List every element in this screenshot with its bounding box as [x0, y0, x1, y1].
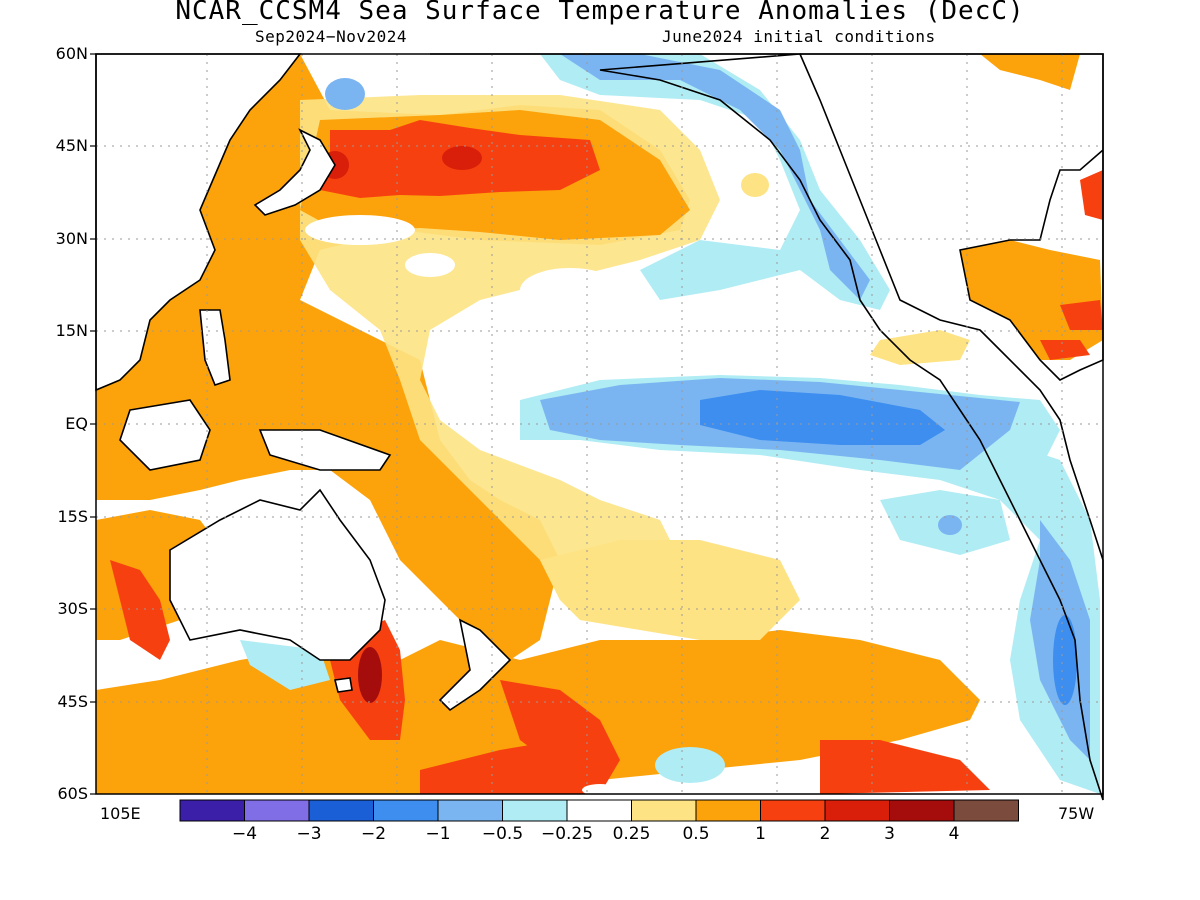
new-guinea — [258, 429, 392, 471]
colorbar-tick-label: 0.5 — [682, 824, 710, 844]
colorbar-swatch — [244, 799, 310, 822]
colorbar-swatch — [760, 799, 826, 822]
lat-label-60s: 60S — [57, 784, 88, 803]
colorbar-swatch — [437, 799, 503, 822]
colorbar-tick-label: −0.5 — [481, 824, 524, 844]
lat-label-15s: 15S — [57, 507, 88, 526]
australia — [169, 488, 386, 661]
colorbar-tick-label: 0.25 — [612, 824, 651, 844]
australia-west-strong — [110, 560, 170, 660]
lat-label-30s: 30S — [57, 599, 88, 618]
cold-tongue-core — [700, 390, 945, 445]
graticule — [96, 54, 1103, 794]
gulf-of-mexico-warm — [960, 240, 1103, 360]
colorbar — [179, 799, 1019, 822]
lat-label-45s: 45S — [57, 692, 88, 711]
lat-label-eq: EQ — [65, 414, 88, 433]
colorbar-swatch — [308, 799, 374, 822]
lon-label-left: 105E — [100, 804, 141, 823]
colorbar-swatch — [824, 799, 890, 822]
colorbar-swatch — [631, 799, 697, 822]
lon-label-right: 75W — [1058, 804, 1095, 823]
colorbar-swatch — [695, 799, 761, 822]
borneo-indonesia — [119, 399, 211, 471]
colorbar-swatch — [889, 799, 955, 822]
colorbar-tick-label: 4 — [948, 824, 960, 844]
colorbar-swatch — [179, 799, 245, 822]
japan — [253, 128, 336, 216]
asia-landmass — [95, 53, 302, 392]
colorbar-tick-label: −4 — [231, 824, 258, 844]
initial-conditions: June2024 initial conditions — [662, 27, 936, 46]
lat-label-60n: 60N — [55, 44, 88, 63]
colorbar-swatch — [502, 799, 568, 822]
map-title: NCAR_CCSM4 Sea Surface Temperature Anoma… — [175, 0, 1025, 26]
colorbar-tick-label: 1 — [755, 824, 766, 844]
colorbar-swatch — [373, 799, 439, 822]
colorbar-tick-label: −1 — [425, 824, 451, 844]
colorbar-swatch — [566, 799, 632, 822]
colorbar-tick-label: −2 — [360, 824, 387, 844]
colorbar-tick-label: 3 — [884, 824, 895, 844]
colorbar-tick-label: 2 — [819, 824, 831, 844]
lat-label-45n: 45N — [55, 136, 88, 155]
axis-ticks — [90, 53, 96, 795]
colorbar-tick-label: −3 — [296, 824, 322, 844]
california-current-cool — [540, 54, 890, 310]
lat-label-15n: 15N — [55, 321, 88, 340]
lat-label-30n: 30N — [55, 229, 88, 248]
new-zealand — [438, 618, 512, 712]
tasmania — [334, 677, 353, 693]
colorbar-tick-label: −0.25 — [540, 824, 594, 844]
forecast-period: Sep2024−Nov2024 — [255, 27, 407, 46]
north-america — [430, 53, 1104, 801]
coastlines — [95, 53, 1104, 801]
colorbar-swatch — [953, 799, 1019, 822]
